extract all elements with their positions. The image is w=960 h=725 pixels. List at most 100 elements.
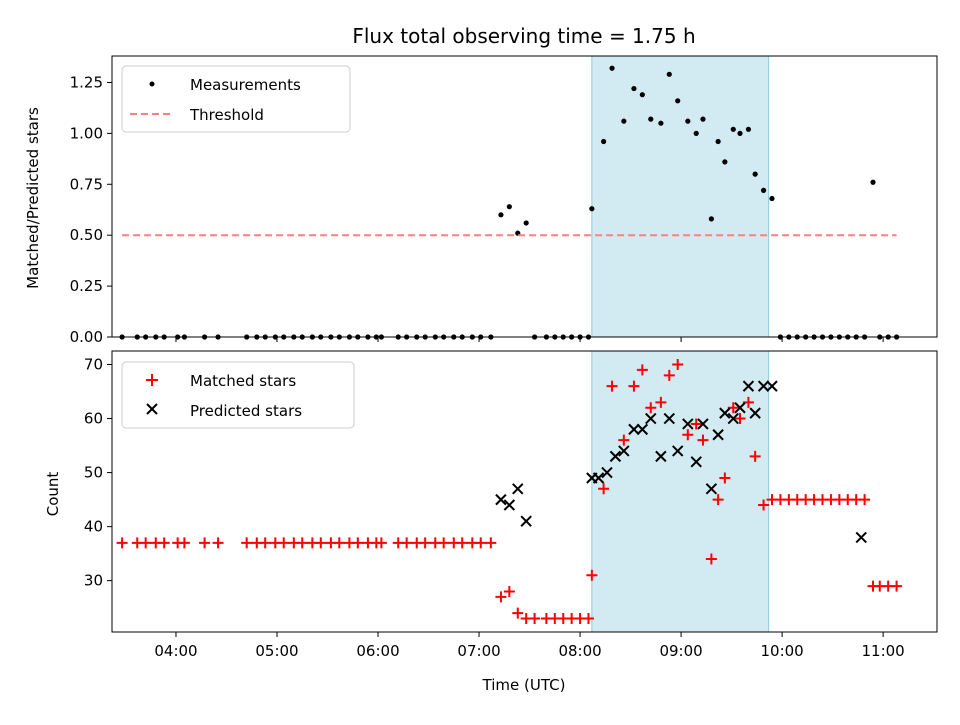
measurements-point [693,130,699,136]
count-y-tick-label: 70 [84,356,103,374]
predicted-stars-point [682,418,694,430]
predicted-stars-point [734,402,746,414]
measurements-point [631,85,637,92]
count-y-tick-label: 60 [84,410,103,428]
measurements-point [752,171,758,177]
x-tick-label: 09:00 [659,642,702,660]
x-tick-label: 05:00 [255,642,298,660]
matched-stars-point [475,537,487,549]
matched-stars-point [485,537,497,549]
matched-stars-point [636,364,648,376]
predicted-stars-point [512,483,524,495]
matched-stars-point [333,537,345,549]
measurements-point [722,159,728,165]
matched-stars-point [682,429,694,441]
matched-stars-point [697,434,709,446]
count-y-tick-label: 50 [84,464,103,482]
predicted-stars-point [655,450,667,463]
matched-stars-point [212,537,224,549]
matched-stars-point [758,499,770,511]
matched-stars-point [734,413,746,425]
measurements-point [589,206,595,212]
measurements-point [730,126,736,132]
ratio-legend-box [121,65,351,133]
matched-stars-point [628,380,640,392]
matched-stars-point [456,537,468,549]
measurements-point [737,130,743,136]
predicted-stars-point [690,456,702,468]
x-axis-label: Time (UTC) [482,676,566,694]
measurements-point [870,179,876,185]
count-y-tick-label: 30 [84,572,103,590]
predicted-stars-point [727,412,739,425]
predicted-stars-point [495,493,507,506]
chart-title: Flux total observing time = 1.75 h [352,24,695,48]
matched-stars-point [749,450,761,462]
predicted-stars-point [719,407,731,419]
matched-stars-point [719,472,731,484]
matched-stars-point [495,591,507,603]
ratio-y-tick-label: 1.00 [70,124,103,142]
matched-stars-point [158,537,170,549]
ratio-panel: Flux total observing time = 1.75 h Match… [24,24,938,346]
matched-stars-point [419,537,431,549]
measurements-point [621,118,627,124]
measurements-point [506,204,512,210]
legend-measurements: Measurements [190,76,301,94]
measurements-point [769,195,775,202]
matched-stars-point [672,359,684,371]
matched-stars-point [375,537,387,549]
predicted-stars-point [742,380,755,392]
predicted-stars-point [697,418,709,430]
predicted-legend-marker [146,403,158,415]
ratio-y-tick-label: 0.25 [70,277,103,295]
count-panel: Count Time (UTC) 30 40 50 60 70 04:00 05:00 06:… [44,350,938,694]
predicted-stars-point [663,412,676,425]
predicted-stars-point [618,445,630,457]
legend-predicted-stars: Predicted stars [190,402,302,420]
matched-stars-point [891,580,903,592]
matched-stars-point [586,569,598,581]
measurements-point [601,138,607,145]
matched-stars-point [116,537,128,549]
ratio-y-tick-label: 0.75 [70,175,103,193]
predicted-stars-point [855,531,867,544]
measurements-point [609,65,615,71]
predicted-stars-point [645,412,657,425]
measurements-point [700,116,706,122]
matched-stars-point [296,537,308,549]
measurements-point [498,212,504,218]
matched-stars-point [582,612,594,624]
matched-stars-point [690,418,702,430]
predicted-stars-point [766,380,778,392]
predicted-stars-point [672,445,684,457]
measurements-point [648,116,654,122]
measurements-point [685,118,691,124]
matched-stars-point [606,380,618,392]
predicted-stars-point [636,423,649,436]
predicted-stars-point [520,515,532,527]
measurements-point [658,120,664,126]
matched-stars-point [529,612,541,624]
predicted-stars-point [705,483,718,495]
matched-stars-point [618,434,630,446]
matched-stars-point [512,607,524,619]
measurements-point [523,220,529,226]
matched-stars-point [401,537,413,549]
x-tick-label: 04:00 [154,642,197,660]
ratio-legend: Measurements Threshold [121,65,351,133]
measurements-point [666,71,672,77]
predicted-stars-point [601,466,613,479]
matched-stars-point [315,537,327,549]
measurements-legend-marker [149,81,155,87]
ratio-y-tick-label: 0.00 [70,328,103,346]
measurements-point [675,98,681,104]
matched-stars-point [742,396,754,408]
matched-stars-point [503,585,515,597]
matched-stars-point [712,494,724,506]
x-tick-label: 06:00 [356,642,399,660]
matched-stars-point [645,402,657,414]
predicted-stars-point [628,423,640,436]
matched-legend-marker [146,374,158,386]
